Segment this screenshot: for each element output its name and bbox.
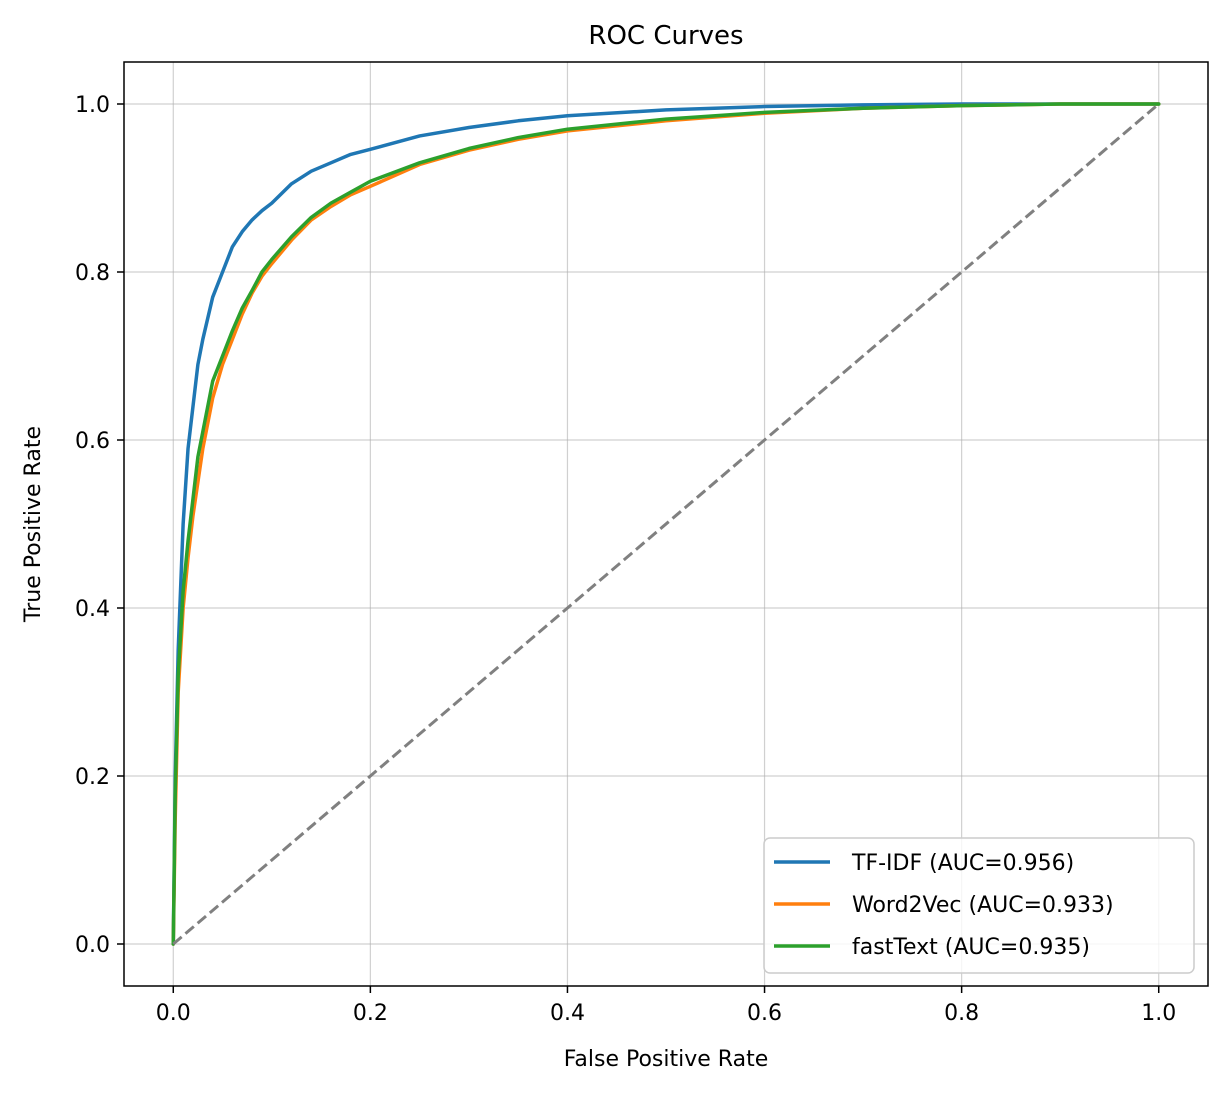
x-tick-label: 0.8 <box>944 1001 979 1026</box>
legend: TF-IDF (AUC=0.956) Word2Vec (AUC=0.933) fa… <box>763 837 1195 974</box>
chance-reference-line <box>172 102 1160 946</box>
x-tick-label: 0.4 <box>550 1001 585 1026</box>
legend-label: Word2Vec (AUC=0.933) <box>852 893 1114 918</box>
chart-title: ROC Curves <box>588 21 743 51</box>
y-axis-label: True Positive Rate <box>21 426 46 623</box>
series-line <box>171 102 1161 946</box>
x-tick-label: 0.2 <box>353 1001 388 1026</box>
y-tick-label: 0.8 <box>75 261 110 286</box>
axis-ticks: 0.0 0.2 0.4 0.6 0.8 1.0 0.0 0.2 0.4 0.6 0.8 1.0 <box>75 93 1176 1026</box>
x-axis-label: False Positive Rate <box>564 1047 768 1072</box>
series-line <box>171 102 1161 946</box>
plot-frame <box>123 61 1209 987</box>
series-lines <box>171 102 1161 946</box>
y-tick-label: 0.0 <box>75 933 110 958</box>
legend-label: TF-IDF (AUC=0.956) <box>851 851 1074 876</box>
x-tick-label: 0.0 <box>156 1001 191 1026</box>
y-tick-label: 0.2 <box>75 765 110 790</box>
grid-lines <box>124 62 1208 986</box>
legend-box <box>763 837 1195 974</box>
y-tick-label: 0.6 <box>75 429 110 454</box>
y-tick-label: 0.4 <box>75 597 110 622</box>
y-tick-label: 1.0 <box>75 93 110 118</box>
x-tick-label: 0.6 <box>747 1001 782 1026</box>
legend-label: fastText (AUC=0.935) <box>852 935 1090 960</box>
x-tick-label: 1.0 <box>1141 1001 1176 1026</box>
